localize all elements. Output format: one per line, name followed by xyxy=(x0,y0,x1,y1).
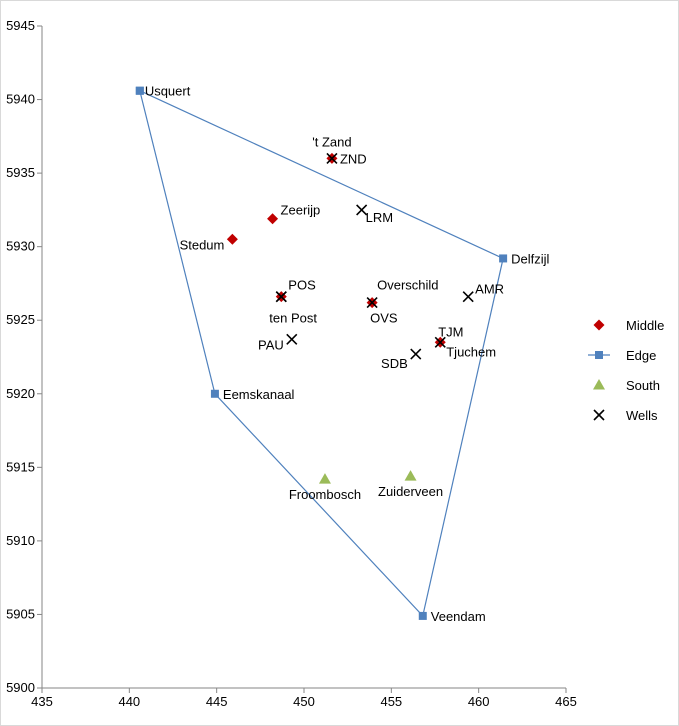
legend-marker xyxy=(593,379,605,390)
x-stroke xyxy=(286,333,298,345)
legend-label: Wells xyxy=(626,408,658,423)
wells-point xyxy=(410,348,422,360)
edge-point xyxy=(135,86,144,95)
legend-item-edge: Edge xyxy=(588,348,656,363)
series-layer xyxy=(135,86,508,620)
point-label: TJM xyxy=(438,324,463,339)
y-tick-label: 5935 xyxy=(6,165,35,180)
x-tick-label: 440 xyxy=(118,694,140,709)
series-south xyxy=(318,470,417,484)
legend-marker xyxy=(595,351,603,359)
point-label: Stedum xyxy=(180,237,225,252)
series-wells xyxy=(275,152,474,360)
point-label: Veendam xyxy=(431,609,486,624)
wells-point xyxy=(326,152,338,164)
series-middle xyxy=(226,152,446,348)
y-tick-label: 5945 xyxy=(6,18,35,33)
wells-point xyxy=(356,204,368,216)
point-label: PAU xyxy=(258,337,284,352)
legend-label: Middle xyxy=(626,318,664,333)
x-stroke xyxy=(410,348,422,360)
point-label: Tjuchem xyxy=(446,344,496,359)
axes-layer: 5900 5905 5910 5915 5920 5925 5930 5935 5940 5945… xyxy=(6,18,577,709)
legend-item-wells: Wells xyxy=(593,408,658,423)
legend-marker xyxy=(593,409,605,421)
edge-point xyxy=(210,389,219,398)
edge-point xyxy=(418,611,427,620)
legend-marker xyxy=(593,319,605,331)
legend-label: South xyxy=(626,378,660,393)
edge-point xyxy=(499,254,508,263)
legend-item-south: South xyxy=(593,378,660,393)
y-tick-label: 5910 xyxy=(6,533,35,548)
point-label: LRM xyxy=(366,210,393,225)
x-stroke xyxy=(462,291,474,303)
point-label: Eemskanaal xyxy=(223,387,295,402)
point-label: 't Zand xyxy=(312,134,351,149)
wells-point xyxy=(462,291,474,303)
point-label: POS xyxy=(288,278,316,293)
point-label: Overschild xyxy=(377,278,438,293)
x-tick-label: 435 xyxy=(31,694,53,709)
x-stroke xyxy=(356,204,368,216)
y-tick-label: 5905 xyxy=(6,606,35,621)
point-label: SDB xyxy=(381,356,408,371)
point-label: ZND xyxy=(340,151,367,166)
south-point xyxy=(404,470,417,481)
x-stroke xyxy=(326,152,338,164)
point-label: AMR xyxy=(475,282,504,297)
x-stroke xyxy=(593,409,605,421)
x-tick-label: 450 xyxy=(293,694,315,709)
wells-point xyxy=(275,291,287,303)
x-tick-label: 455 xyxy=(380,694,402,709)
point-label: OVS xyxy=(370,311,398,326)
legend-item-middle: Middle xyxy=(593,318,664,333)
series-edge xyxy=(135,86,508,620)
legend-label: Edge xyxy=(626,348,656,363)
point-label: Delfzijl xyxy=(511,251,549,266)
x-stroke xyxy=(366,297,378,309)
y-tick-label: 5915 xyxy=(6,459,35,474)
y-tick-label: 5940 xyxy=(6,92,35,107)
y-tick-label: 5930 xyxy=(6,239,35,254)
x-tick-label: 465 xyxy=(555,694,577,709)
x-tick-label: 445 xyxy=(206,694,228,709)
middle-point xyxy=(267,213,279,225)
point-label: Froombosch xyxy=(289,487,361,502)
point-label: Zeerijp xyxy=(281,203,321,218)
y-tick-label: 5925 xyxy=(6,312,35,327)
x-tick-label: 460 xyxy=(468,694,490,709)
south-point xyxy=(318,473,331,484)
x-stroke xyxy=(434,336,446,348)
wells-point xyxy=(366,297,378,309)
point-label: Zuiderveen xyxy=(378,484,443,499)
labels-layer: 't Zand Zeerijp Stedum Overschild Tjuchem Usq… xyxy=(145,84,550,624)
middle-point xyxy=(226,233,238,245)
point-label: Usquert xyxy=(145,84,191,99)
point-label: ten Post xyxy=(269,311,317,326)
legend-layer: Middle Edge South Wells xyxy=(588,318,664,423)
wells-point xyxy=(286,333,298,345)
y-tick-label: 5900 xyxy=(6,680,35,695)
wells-point xyxy=(434,336,446,348)
x-stroke xyxy=(275,291,287,303)
y-tick-label: 5920 xyxy=(6,386,35,401)
